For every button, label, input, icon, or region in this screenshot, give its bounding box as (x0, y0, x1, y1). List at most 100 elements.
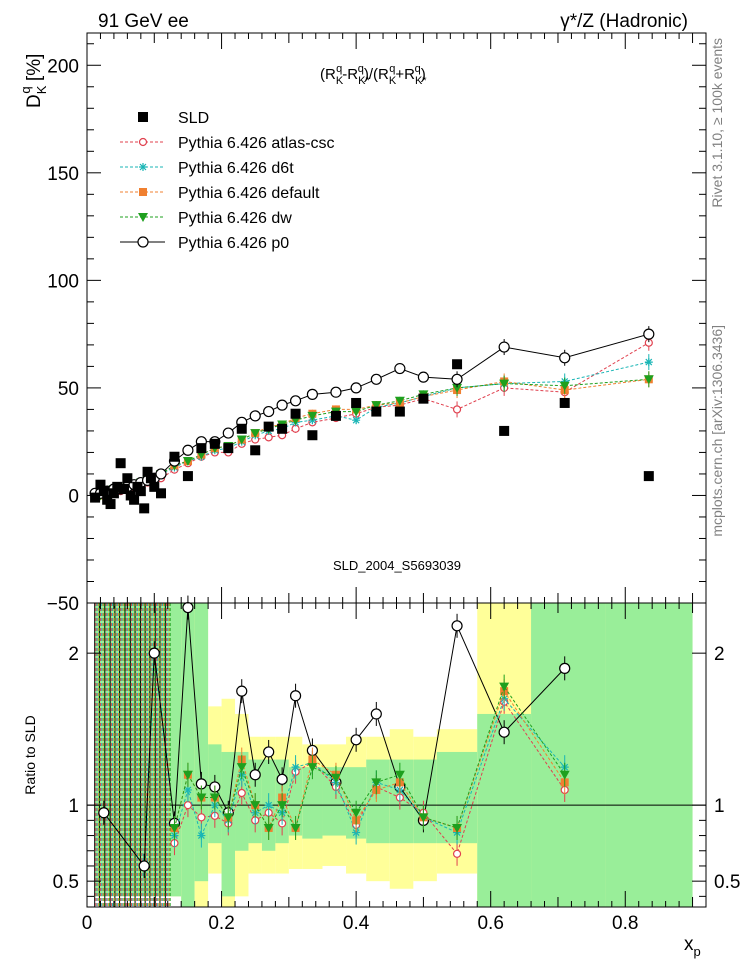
sld-data-point (95, 479, 106, 490)
ratio-point (498, 726, 510, 738)
header-right-label: γ*/Z (Hadronic) (560, 11, 688, 32)
ratio-ytick-label-left: 0.5 (53, 872, 79, 893)
ratio-point (236, 763, 247, 773)
main-point (182, 457, 193, 467)
ratio-point (350, 734, 362, 746)
ratio-point (169, 823, 180, 833)
xtick-label: 0.8 (612, 913, 638, 934)
ratio-point (237, 788, 246, 798)
sld-data-point (98, 486, 109, 497)
main-point (350, 382, 362, 394)
sld-data-point (330, 410, 341, 421)
sld-data-point (351, 397, 362, 408)
xtick-label: 0.6 (477, 913, 503, 934)
ratio-point (351, 808, 362, 818)
main-point (559, 381, 570, 391)
main-point (222, 427, 234, 439)
main-point (236, 435, 247, 445)
main-series-line (94, 342, 650, 499)
ratio-point (197, 831, 206, 840)
xtick-label: 0 (82, 913, 93, 934)
main-point (643, 375, 654, 385)
main-point (291, 424, 300, 433)
sld-data-point (452, 359, 463, 370)
main-point (276, 399, 288, 411)
main-ytick-label: −50 (47, 594, 79, 615)
sld-data-point (499, 425, 510, 436)
sld-data-point (277, 423, 288, 434)
ratio-point (330, 773, 341, 783)
ratio-point (182, 770, 193, 780)
sld-data-point (105, 499, 116, 510)
rivet-version-label: Rivet 3.1.10, ≥ 100k events (709, 38, 725, 208)
ratio-point (452, 849, 462, 858)
ratio-point (196, 793, 207, 803)
ratio-point (98, 807, 110, 819)
sld-data-point (196, 443, 207, 454)
mcplots-label: mcplots.cern.ch [arXiv:1306.3436] (709, 325, 725, 537)
sld-data-point (149, 481, 160, 492)
ratio-point (394, 770, 405, 780)
ratio-point (250, 801, 261, 811)
main-ytick-label: 100 (47, 271, 79, 292)
ratio-ytick-label-left: 2 (68, 644, 79, 665)
ratio-ytick-label-right: 1 (714, 796, 725, 817)
ratio-point (183, 801, 193, 810)
ratio-point (290, 823, 301, 833)
legend-label: Pythia 6.426 p0 (178, 235, 289, 252)
main-ytick-label: 50 (58, 379, 79, 400)
sld-data-point (209, 438, 220, 449)
main-point (306, 388, 318, 400)
ratio-point (499, 682, 510, 692)
legend-marker (139, 188, 147, 196)
sld-data-point (145, 473, 156, 484)
uncertainty-band-green (288, 767, 303, 836)
header-left-label: 91 GeV ee (98, 11, 189, 32)
uncertainty-band-green (413, 759, 437, 844)
main-point (498, 341, 510, 353)
xtick-label: 0.4 (343, 913, 370, 934)
ratio-point (209, 793, 220, 803)
main-ylabel: DKq [%] (18, 54, 49, 108)
legend-label: Pythia 6.426 dw (178, 210, 292, 227)
main-point (250, 429, 261, 439)
legend-marker (138, 213, 148, 222)
main-point (263, 405, 275, 418)
main-ytick-label: 150 (47, 164, 79, 185)
ratio-point (138, 860, 150, 872)
main-point (452, 383, 463, 393)
ratio-ytick-label-right: 0.5 (714, 872, 740, 893)
ratio-point (451, 620, 463, 632)
main-ytick-label: 200 (47, 56, 79, 77)
sld-data-point (119, 484, 130, 494)
main-point (394, 396, 405, 406)
main-point (330, 386, 342, 398)
sld-data-point (108, 488, 119, 499)
uncertainty-band-green (181, 603, 195, 907)
sld-data-point (559, 397, 570, 408)
sld-data-point (142, 466, 153, 477)
legend-label: Pythia 6.426 default (178, 185, 320, 202)
uncertainty-band-green (605, 603, 693, 907)
sld-data-point (112, 481, 123, 492)
sld-data-point (90, 492, 101, 503)
sld-data-point (182, 471, 193, 482)
sld-data-point (139, 503, 150, 514)
sld-data-point (250, 445, 261, 456)
svg-text:DKq [%]: DKq [%] (18, 54, 49, 108)
uncertainty-band-green (389, 759, 414, 844)
ratio-ytick-label-right: 2 (714, 644, 725, 665)
ratio-point (452, 823, 463, 833)
main-point (559, 352, 571, 364)
formula-label: (RKq-RK*q)/(RKq+RK*q) (320, 63, 427, 87)
sld-data-point (122, 473, 133, 484)
main-ytick-label: 0 (68, 486, 79, 507)
main-point (644, 358, 653, 367)
main-point (351, 407, 362, 417)
main-series-line (94, 378, 649, 499)
sld-data-point (290, 408, 301, 419)
legend-marker (138, 112, 148, 122)
sld-data-point (115, 458, 126, 469)
xtick-label: 0.2 (208, 913, 234, 934)
